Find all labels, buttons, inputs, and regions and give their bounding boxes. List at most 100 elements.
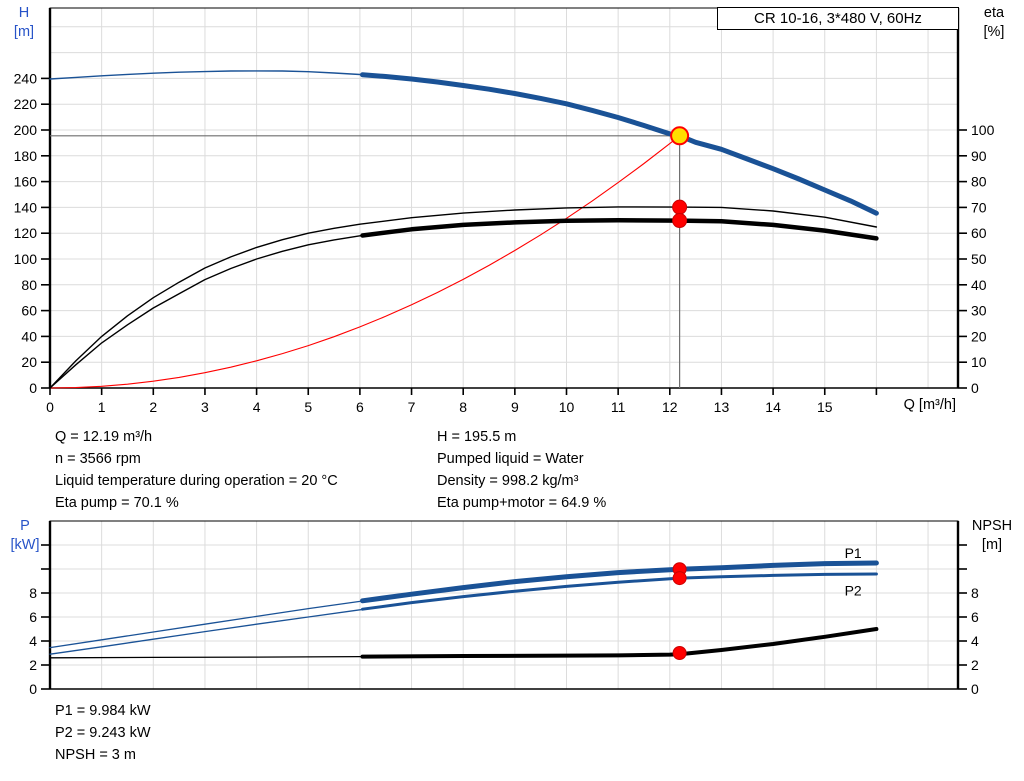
duty-point-marker <box>670 126 690 146</box>
right-tick-label: 0 <box>971 380 979 396</box>
npsh-duty-marker <box>672 646 687 660</box>
readout-npsh: NPSH = 3 m <box>55 747 136 763</box>
bottom-tick-label: 3 <box>201 399 209 415</box>
left-tick-label: 80 <box>21 277 37 293</box>
h-axis-label: H [m] <box>6 4 42 42</box>
left-tick-label: 2 <box>29 657 37 673</box>
bottom-tick-label: 5 <box>304 399 312 415</box>
bottom-tick-label: 8 <box>459 399 467 415</box>
p1-curve-thin <box>49 599 371 649</box>
readout-liquid-temperature: Liquid temperature during operation = 20… <box>55 473 338 489</box>
right-tick-label: 70 <box>971 199 987 215</box>
bottom-tick-label: 7 <box>408 399 416 415</box>
eta-pump-motor-curve-thick <box>360 218 879 241</box>
right-tick-label: 90 <box>971 148 987 164</box>
eta-axis-name: eta <box>983 5 1005 21</box>
eta-axis-label: eta [%] <box>970 4 1018 42</box>
right-tick-label: 8 <box>971 585 979 601</box>
left-tick-label: 8 <box>29 585 37 601</box>
p2-duty-marker <box>672 571 687 586</box>
left-tick-label: 0 <box>29 681 37 697</box>
p-axis-label: P [kW] <box>4 517 46 555</box>
bottom-tick-label: 9 <box>511 399 519 415</box>
left-tick-label: 120 <box>14 225 38 241</box>
left-tick-label: 40 <box>21 328 37 344</box>
readout-p2: P2 = 9.243 kW <box>55 725 151 741</box>
left-tick-label: 100 <box>14 251 38 267</box>
left-tick-label: 180 <box>14 148 38 164</box>
right-tick-label: 100 <box>971 122 995 138</box>
duty-readout-right: H = 195.5 m Pumped liquid = Water Densit… <box>437 426 606 514</box>
left-tick-label: 4 <box>29 633 37 649</box>
bottom-tick-label: 11 <box>611 399 626 415</box>
eta-pump-duty-marker <box>672 199 688 215</box>
plot-frame <box>49 520 959 690</box>
left-tick-label: 200 <box>14 122 38 138</box>
bottom-tick-label: 10 <box>559 399 575 415</box>
readout-eta-pump-motor: Eta pump+motor = 64.9 % <box>437 495 607 511</box>
readout-p1: P1 = 9.984 kW <box>55 703 151 719</box>
right-tick-label: 80 <box>971 174 987 190</box>
h-axis-unit: [m] <box>13 24 35 40</box>
p1-curve-label: P1 <box>845 545 862 561</box>
bottom-tick-label: 14 <box>765 399 781 415</box>
q-axis-label: Q [m³/h] <box>903 397 956 413</box>
bottom-tick-label: 15 <box>817 399 833 415</box>
plot-frame <box>49 7 959 389</box>
npsh-curve-thick <box>360 627 879 659</box>
readout-density: Density = 998.2 kg/m³ <box>437 473 579 489</box>
system-curve <box>49 135 681 389</box>
left-tick-label: 240 <box>14 70 38 86</box>
bottom-tick-label: 4 <box>253 399 261 415</box>
left-tick-label: 6 <box>29 609 37 625</box>
p-axis-name: P <box>20 518 30 534</box>
npsh-curve-thin <box>49 655 371 659</box>
readout-flow: Q = 12.19 m³/h <box>55 429 153 445</box>
right-tick-label: 60 <box>971 225 987 241</box>
p1-curve-thick <box>360 560 879 604</box>
left-tick-label: 140 <box>14 199 38 215</box>
right-tick-label: 6 <box>971 609 979 625</box>
readout-eta-pump: Eta pump = 70.1 % <box>55 495 179 511</box>
readout-pumped-liquid: Pumped liquid = Water <box>437 451 584 467</box>
bottom-tick-label: 2 <box>149 399 157 415</box>
eta-axis-unit: [%] <box>983 24 1005 40</box>
readout-speed: n = 3566 rpm <box>55 451 141 467</box>
p2-curve-thin <box>49 607 371 655</box>
right-tick-label: 10 <box>971 354 987 370</box>
npsh-axis-unit: [m] <box>981 537 1003 553</box>
bottom-tick-label: 0 <box>46 399 54 415</box>
npsh-axis-label: NPSH [m] <box>962 517 1022 555</box>
h-axis-name: H <box>18 5 30 21</box>
hq-curve-thick <box>360 72 879 216</box>
right-tick-label: 4 <box>971 633 979 649</box>
right-tick-label: 2 <box>971 657 979 673</box>
readout-head: H = 195.5 m <box>437 429 517 445</box>
left-tick-label: 220 <box>14 96 38 112</box>
left-tick-label: 160 <box>14 174 38 190</box>
p2-curve-label: P2 <box>845 582 862 598</box>
right-tick-label: 20 <box>971 328 987 344</box>
bottom-tick-label: 6 <box>356 399 364 415</box>
bottom-tick-label: 13 <box>714 399 730 415</box>
eta-pump-curve <box>49 206 878 389</box>
hq-curve-thin <box>49 70 371 80</box>
eta-pump-motor-curve-thin <box>49 233 371 389</box>
pump-model-title: CR 10-16, 3*480 V, 60Hz <box>717 7 959 30</box>
left-tick-label: 60 <box>21 303 37 319</box>
eta-pump-motor-duty-marker <box>672 213 688 229</box>
p2-curve-thick <box>361 572 878 611</box>
right-tick-label: 30 <box>971 303 987 319</box>
duty-readout-left: Q = 12.19 m³/h n = 3566 rpm Liquid tempe… <box>55 426 338 514</box>
right-tick-label: 50 <box>971 251 987 267</box>
bottom-tick-label: 12 <box>662 399 678 415</box>
left-tick-label: 0 <box>29 380 37 396</box>
right-tick-label: 40 <box>971 277 987 293</box>
left-tick-label: 20 <box>21 354 37 370</box>
duty-readout-bottom: P1 = 9.984 kW P2 = 9.243 kW NPSH = 3 m <box>55 700 151 766</box>
bottom-tick-label: 1 <box>98 399 106 415</box>
p-axis-unit: [kW] <box>10 537 40 553</box>
right-tick-label: 0 <box>971 681 979 697</box>
